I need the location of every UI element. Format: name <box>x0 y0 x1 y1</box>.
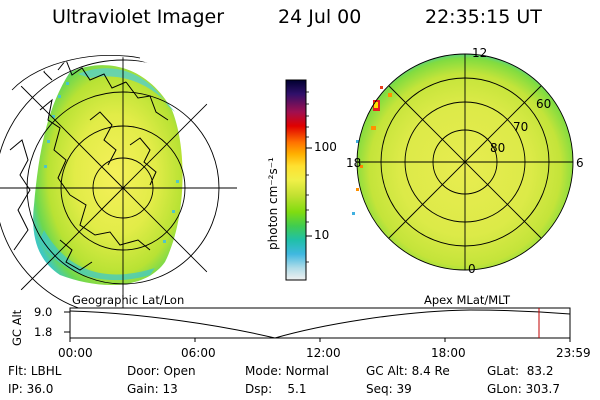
info-dsp: Dsp: 5.1 <box>245 382 307 396</box>
info-flt: Flt: LBHL <box>8 364 62 378</box>
aurora-image-left <box>33 65 183 285</box>
info-ip: IP: 36.0 <box>8 382 54 396</box>
geographic-caption: Geographic Lat/Lon <box>72 293 185 307</box>
time-label: 22:35:15 UT <box>425 6 542 28</box>
timeline-x-tick: 06:00 <box>181 346 216 360</box>
color-bar <box>285 79 312 281</box>
mlt-label-12: 12 <box>472 46 488 60</box>
info-seq: Seq: 39 <box>366 382 412 396</box>
info-glon: GLon: 303.7 <box>487 382 560 396</box>
info-gain: Gain: 13 <box>127 382 178 396</box>
info-door: Door: Open <box>127 364 196 378</box>
altitude-timeline <box>64 307 571 342</box>
apex-caption: Apex MLat/MLT <box>424 293 511 307</box>
date-label: 24 Jul 00 <box>278 6 362 28</box>
mlat-label-70: 70 <box>513 120 529 134</box>
mlt-label-18: 18 <box>346 156 362 170</box>
info-glat: GLat: 83.2 <box>487 364 554 378</box>
info-mode: Mode: Normal <box>245 364 329 378</box>
colorbar-axis-label: photon cm⁻²s⁻¹ <box>266 157 280 250</box>
mlt-label-6: 6 <box>576 156 584 170</box>
info-gc-alt: GC Alt: 8.4 Re <box>366 364 450 378</box>
timeline-x-tick: 00:00 <box>58 346 93 360</box>
altitude-curve <box>69 309 571 339</box>
mlt-label-0: 0 <box>468 262 476 276</box>
timeline-x-tick: 18:00 <box>431 346 466 360</box>
timeline-x-tick: 23:59 <box>556 346 591 360</box>
geographic-map <box>0 56 237 320</box>
timeline-y-label: GC Alt <box>10 309 24 346</box>
colorbar-tick-10: 10 <box>314 228 330 242</box>
timeline-y-tick-min: 1.8 <box>34 325 53 339</box>
timeline-x-tick: 12:00 <box>306 346 341 360</box>
colorbar-tick-100: 100 <box>314 140 337 154</box>
mlat-label-60: 60 <box>536 97 552 111</box>
magnetic-map <box>352 53 574 271</box>
page-title: Ultraviolet Imager <box>52 6 225 28</box>
mlat-label-80: 80 <box>490 141 506 155</box>
timeline-y-tick-max: 9.0 <box>34 305 53 319</box>
